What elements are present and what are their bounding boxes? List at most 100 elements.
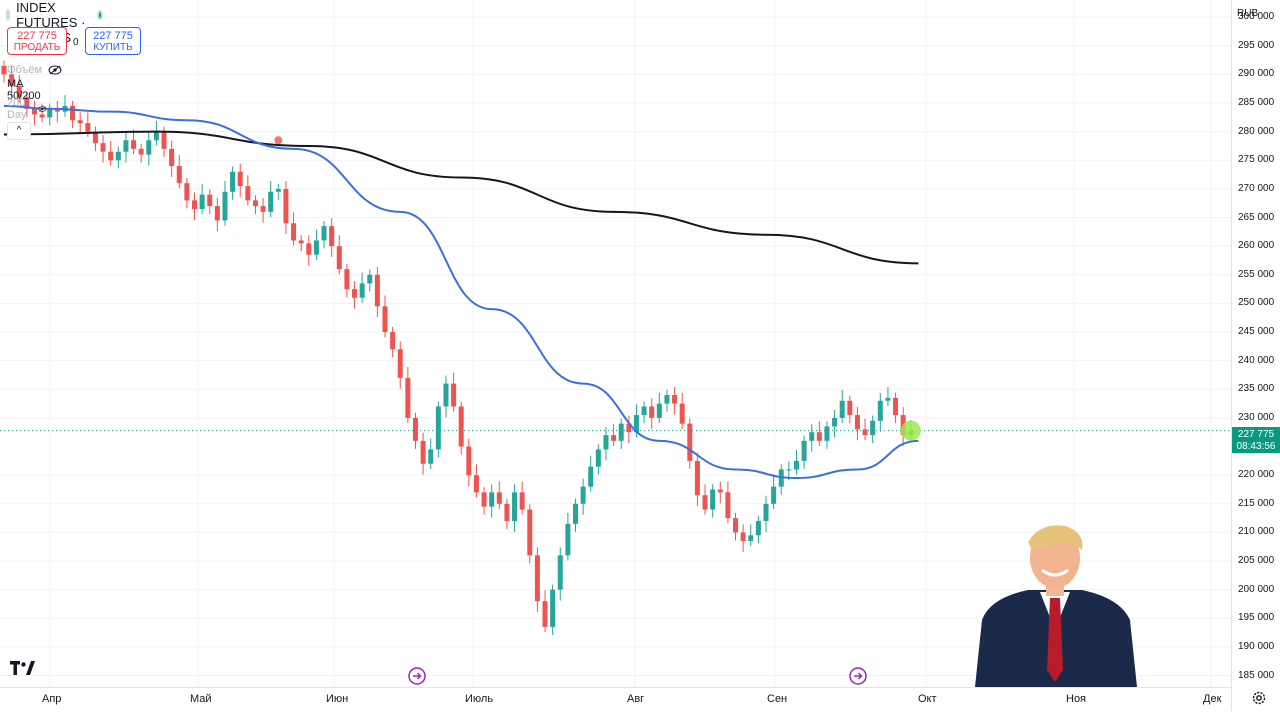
candle-body xyxy=(466,446,472,476)
x-tick-label: Июль xyxy=(465,693,494,705)
candle-body xyxy=(344,269,350,290)
candle-body xyxy=(222,191,228,221)
time-scale[interactable] xyxy=(0,687,1231,712)
candle-body xyxy=(534,555,540,602)
candle-body xyxy=(588,466,594,487)
y-tick-label: 200 000 xyxy=(1238,583,1275,595)
candle-body xyxy=(100,143,106,152)
candle-body xyxy=(291,223,297,241)
candle-body xyxy=(603,435,609,450)
collapse-legend-button[interactable]: ^ xyxy=(7,122,31,140)
indicator-volume[interactable]: Объём xyxy=(7,63,62,77)
symbol-row[interactable]: MICEX INDEX FUTURES · 1Д · RUS xyxy=(6,0,102,45)
candle-body xyxy=(268,191,274,212)
candle-body xyxy=(428,449,434,464)
candle-body xyxy=(862,429,868,436)
candle-body xyxy=(870,420,876,436)
candle-body xyxy=(230,171,236,192)
candle-body xyxy=(458,406,464,447)
x-tick-label: Апр xyxy=(42,693,62,705)
buy-label: КУПИТЬ xyxy=(93,42,133,53)
candle-body xyxy=(352,289,358,298)
candle-body xyxy=(85,123,91,132)
candle-body xyxy=(161,131,167,149)
y-tick-label: 210 000 xyxy=(1238,526,1275,538)
y-tick-label: 285 000 xyxy=(1238,97,1275,109)
candle-body xyxy=(1,65,7,75)
tradingview-logo-icon[interactable] xyxy=(10,661,36,675)
y-tick-label: 240 000 xyxy=(1238,354,1275,366)
price-scale[interactable] xyxy=(1231,0,1280,711)
candle-body xyxy=(382,306,388,333)
dividend-event-icon[interactable] xyxy=(408,667,426,685)
candle-body xyxy=(435,406,441,450)
candle-body xyxy=(77,120,83,124)
candle-body xyxy=(809,432,815,441)
x-tick-label: Окт xyxy=(918,693,937,705)
sell-price: 227 775 xyxy=(17,30,57,42)
candle-body xyxy=(214,206,220,221)
y-tick-label: 255 000 xyxy=(1238,268,1275,280)
candle-body xyxy=(504,503,510,521)
candle-body xyxy=(54,108,60,112)
chevron-up-icon: ^ xyxy=(16,125,22,136)
candle-body xyxy=(725,492,731,519)
candle-body xyxy=(92,131,98,144)
candle-body xyxy=(489,492,495,507)
x-tick-label: Сен xyxy=(767,693,788,705)
person-photo xyxy=(975,525,1137,687)
indicator-ma[interactable]: MA 50/200 xyxy=(7,78,41,102)
candle-body xyxy=(519,492,525,510)
y-tick-label: 235 000 xyxy=(1238,383,1275,395)
market-status-icon xyxy=(99,12,102,18)
candle-body xyxy=(717,489,723,493)
buy-button[interactable]: 227 775 КУПИТЬ xyxy=(85,27,141,55)
candle-body xyxy=(885,397,891,401)
spread-value: 0 xyxy=(73,37,79,48)
candle-body xyxy=(793,460,799,470)
sell-button[interactable]: 227 775 ПРОДАТЬ xyxy=(7,27,67,55)
candle-body xyxy=(748,535,754,542)
candle-body xyxy=(771,486,777,504)
candle-body xyxy=(816,432,822,441)
candle-body xyxy=(146,140,152,155)
candle-body xyxy=(298,240,304,244)
candle-body xyxy=(412,417,418,441)
candle-body xyxy=(656,403,662,418)
currency-selector[interactable]: RUB xyxy=(1237,8,1259,19)
y-tick-label: 220 000 xyxy=(1238,469,1275,481)
eye-hidden-icon[interactable] xyxy=(38,104,47,114)
candle-body xyxy=(176,166,182,184)
candle-body xyxy=(70,105,76,121)
candle-body xyxy=(679,403,685,424)
symbol-logo-icon xyxy=(6,9,11,21)
candle-body xyxy=(512,492,518,521)
volume-label: Объём xyxy=(7,64,43,76)
day200-label: 200 Day xyxy=(7,97,27,121)
x-tick-label: Ноя xyxy=(1066,693,1087,705)
indicator-200day[interactable]: 200 Day xyxy=(7,97,47,121)
candle-body xyxy=(16,85,22,98)
y-tick-label: 290 000 xyxy=(1238,68,1275,80)
candle-body xyxy=(893,397,899,416)
dividend-event-icon[interactable] xyxy=(849,667,867,685)
candle-body xyxy=(169,148,175,167)
candle-body xyxy=(115,151,121,161)
y-tick-label: 260 000 xyxy=(1238,240,1275,252)
x-tick-label: Авг xyxy=(627,693,645,705)
candle-body xyxy=(336,246,342,270)
last-price-marker[interactable] xyxy=(900,420,921,441)
eye-hidden-icon[interactable] xyxy=(48,65,62,75)
candle-body xyxy=(641,406,647,416)
candle-body xyxy=(405,377,411,418)
candle-body xyxy=(123,140,129,152)
y-tick-label: 295 000 xyxy=(1238,39,1275,51)
candle-body xyxy=(9,74,15,86)
candle-body xyxy=(854,415,860,430)
y-tick-label: 270 000 xyxy=(1238,182,1275,194)
countdown-timer: 08:43:56 xyxy=(1236,441,1276,452)
candle-body xyxy=(839,400,845,418)
gear-icon[interactable] xyxy=(1251,690,1267,706)
candle-body xyxy=(473,475,479,493)
candle-body xyxy=(847,400,853,416)
